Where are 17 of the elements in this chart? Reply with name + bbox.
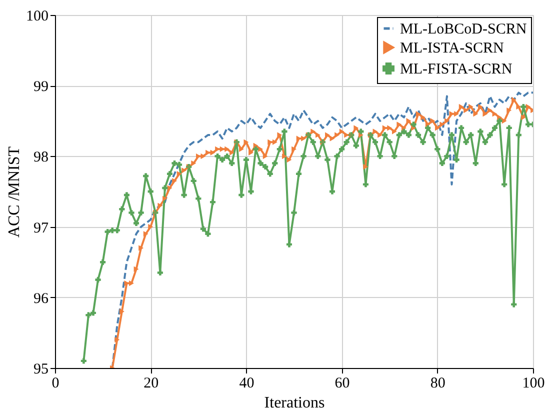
legend-label: ML-LoBCoD-SCRN [400, 22, 527, 38]
x-tick-label: 100 [522, 376, 545, 392]
legend-label: ML-FISTA-SCRN [400, 62, 512, 78]
x-tick-label: 80 [430, 376, 446, 392]
y-tick-label: 96 [34, 290, 49, 307]
y-tick-label: 100 [26, 8, 48, 24]
y-tick-label: 97 [34, 220, 49, 236]
y-tick-label: 98 [34, 150, 48, 166]
x-axis-title: Iterations [264, 394, 325, 412]
y-axis-title: ACC /MNIST [6, 146, 23, 238]
x-tick-label: 40 [239, 376, 254, 392]
x-tick-label: 60 [334, 376, 350, 392]
y-tick-label: 99 [34, 79, 48, 96]
legend-label: ML-ISTA-SCRN [400, 40, 504, 56]
x-tick-label: 0 [52, 376, 60, 392]
y-tick-label: 95 [34, 362, 48, 378]
x-tick-label: 20 [144, 376, 159, 392]
